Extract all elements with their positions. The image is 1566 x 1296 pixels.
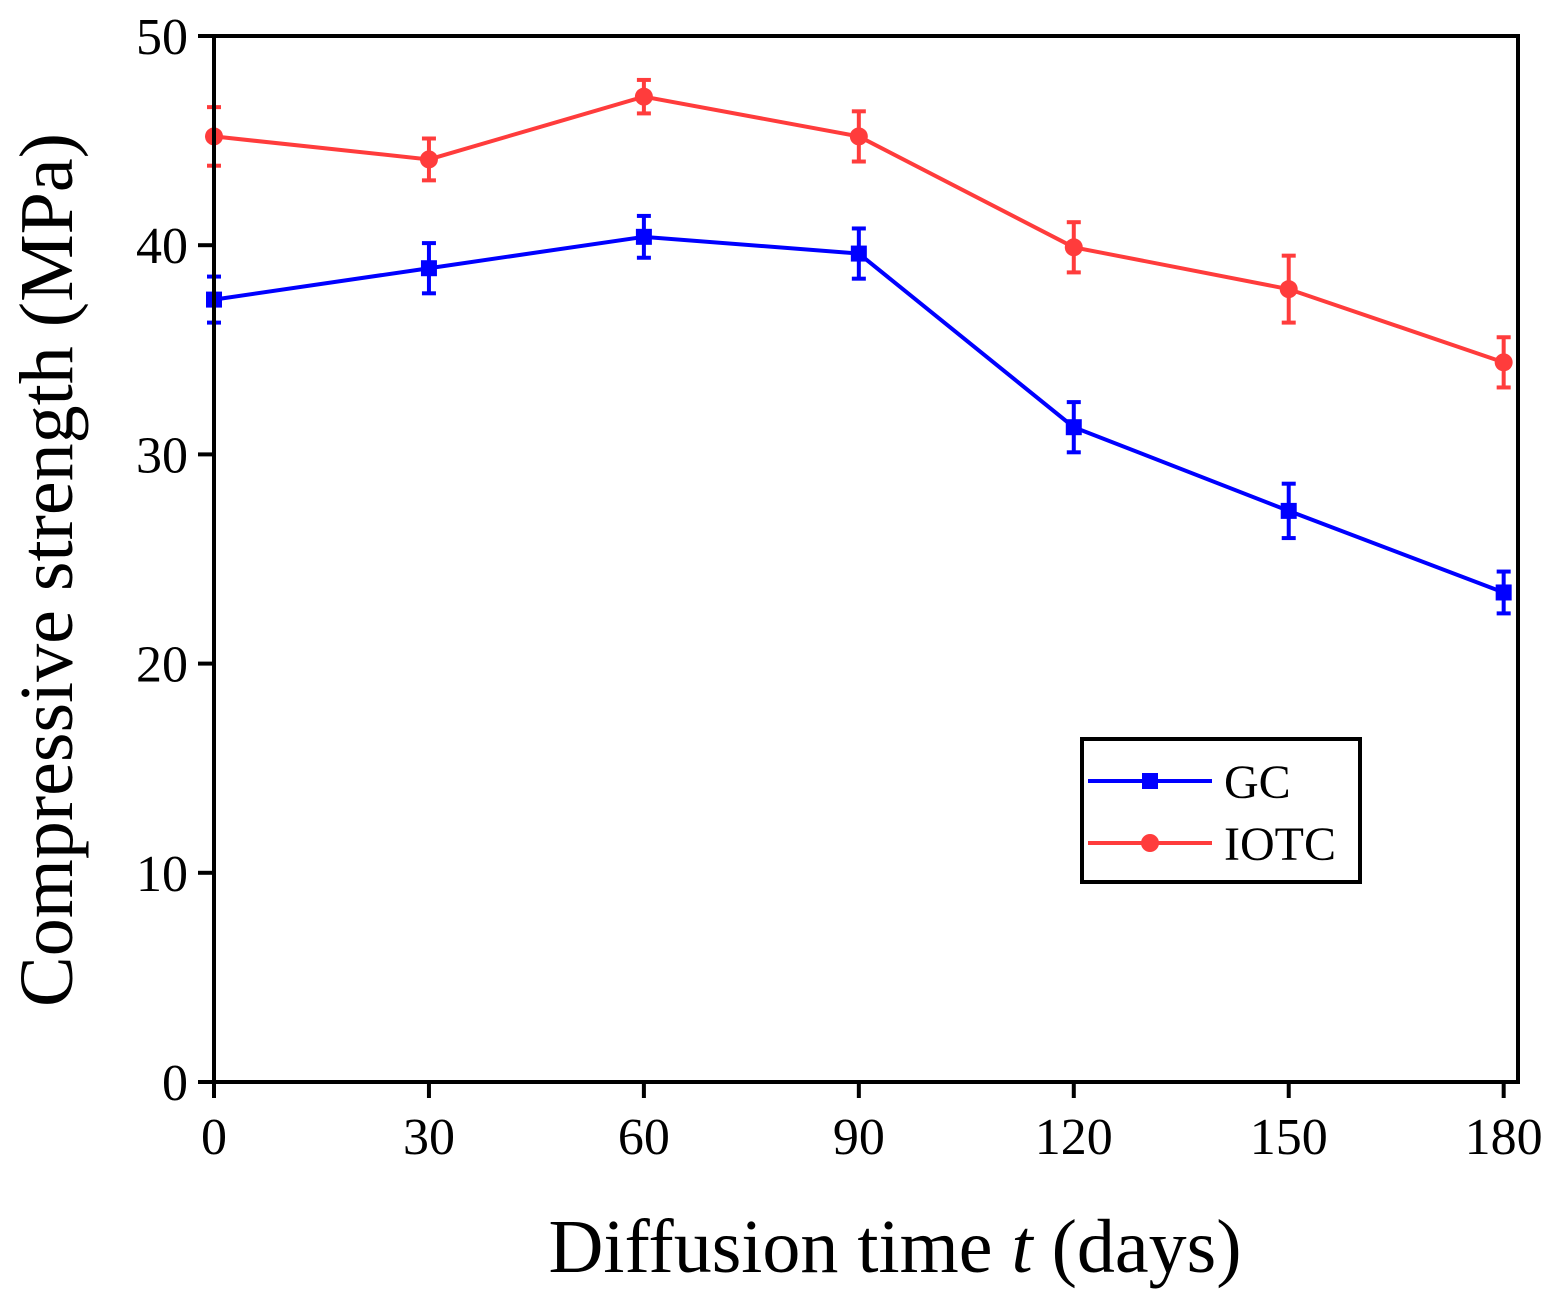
data-point xyxy=(1494,353,1513,372)
data-point xyxy=(1279,280,1298,299)
data-point xyxy=(635,228,652,245)
data-point xyxy=(1280,502,1297,519)
data-point xyxy=(420,260,437,277)
x-tick-label: 30 xyxy=(403,1109,455,1166)
legend: GC IOTC xyxy=(1080,737,1362,884)
x-tick-label: 150 xyxy=(1250,1109,1328,1166)
legend-label-gc: GC xyxy=(1224,756,1291,809)
legend-marker-gc xyxy=(1142,773,1158,789)
data-point xyxy=(634,87,653,106)
plot-frame xyxy=(212,34,1520,1084)
y-tick-label: 30 xyxy=(136,427,188,484)
y-tick-label: 0 xyxy=(162,1055,188,1112)
y-tick-label: 10 xyxy=(136,846,188,903)
data-point xyxy=(1065,419,1082,436)
x-tick-label: 60 xyxy=(618,1109,670,1166)
x-tick-label: 180 xyxy=(1465,1109,1543,1166)
series-gc xyxy=(206,213,1512,616)
data-point xyxy=(850,245,867,262)
y-axis-title: Compressive strength (MPa) xyxy=(5,133,89,1007)
axes: 0 30 60 90 120 150 180 0 10 20 30 40 50 xyxy=(136,9,1543,1166)
x-axis-title: Diffusion time t (days) xyxy=(548,1205,1241,1289)
legend-marker-iotc xyxy=(1141,834,1159,852)
series-line-gc xyxy=(213,234,1505,595)
x-tick-label: 0 xyxy=(201,1109,227,1166)
data-point xyxy=(1495,584,1512,601)
y-tick-label: 40 xyxy=(136,218,188,275)
data-point xyxy=(419,150,438,169)
data-point xyxy=(849,127,868,146)
x-tick-label: 90 xyxy=(833,1109,885,1166)
legend-label-iotc: IOTC xyxy=(1224,818,1336,871)
y-tick-label: 50 xyxy=(136,9,188,66)
data-point xyxy=(1064,238,1083,257)
x-tick-label: 120 xyxy=(1035,1109,1113,1166)
y-tick-label: 20 xyxy=(136,637,188,694)
legend-box xyxy=(1080,737,1362,884)
plot-area xyxy=(205,77,1513,616)
